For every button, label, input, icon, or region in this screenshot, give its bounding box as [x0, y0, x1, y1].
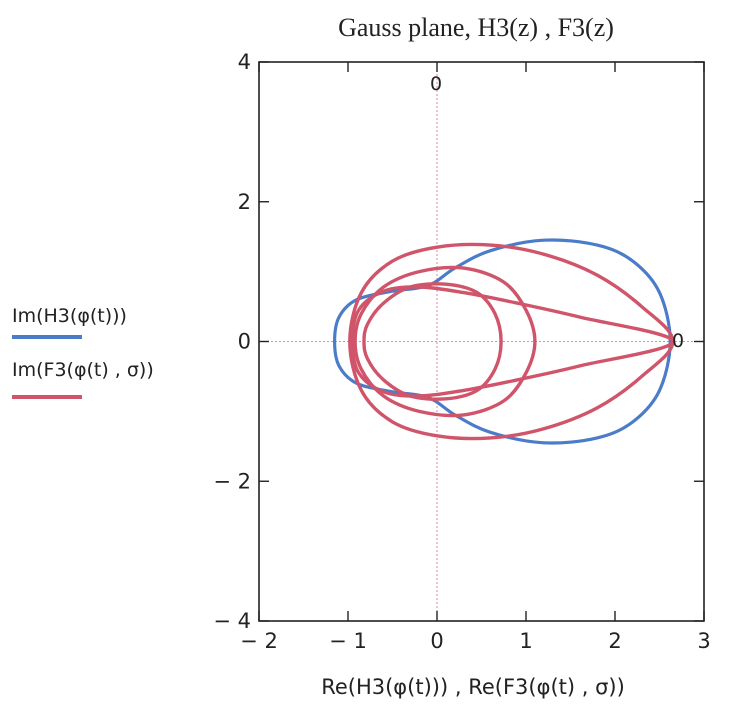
y-tick-label: − 4 — [213, 609, 251, 633]
x-tick-label: − 1 — [329, 629, 367, 653]
y-tick-label: 4 — [238, 50, 251, 74]
series-line-f3-loop-2 — [350, 285, 675, 398]
x-axis-label: Re(H3(φ(t))) , Re(F3(φ(t) , σ)) — [321, 675, 625, 699]
right-zero-marker: 0 — [672, 330, 684, 352]
x-tick-label: 2 — [608, 629, 621, 653]
x-tick-label: − 2 — [240, 629, 278, 653]
top-zero-marker: 0 — [430, 73, 442, 95]
series-line-h3 — [332, 238, 672, 445]
x-tick-label: 3 — [697, 629, 710, 653]
x-tick-label: 1 — [519, 629, 532, 653]
series-line-f3-loop-1 — [348, 242, 675, 441]
series-line-f3-loop-3 — [353, 265, 537, 418]
chart-title: Gauss plane, H3(z) , F3(z) — [338, 13, 614, 42]
x-tick-label: 0 — [430, 629, 443, 653]
legend-label-h3: Im(H3(φ(t))) — [12, 305, 127, 327]
y-tick-label: 0 — [238, 330, 251, 354]
series-line-f3-loop-4 — [362, 282, 503, 401]
series-layer — [332, 238, 675, 445]
y-tick-label: 2 — [238, 190, 251, 214]
legend-label-f3: Im(F3(φ(t) , σ)) — [12, 359, 154, 381]
legend: Im(H3(φ(t))) Im(F3(φ(t) , σ)) — [12, 305, 154, 399]
plot-frame — [258, 61, 705, 622]
y-tick-label: − 2 — [213, 469, 251, 493]
